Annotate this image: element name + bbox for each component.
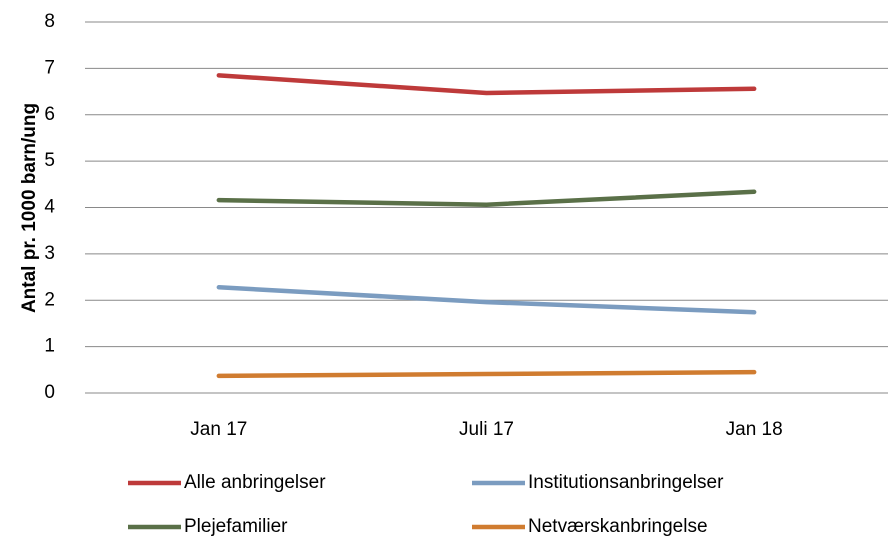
y-axis-label: Antal pr. 1000 barn/ung bbox=[19, 103, 40, 313]
y-tick-label: 0 bbox=[44, 382, 55, 403]
series-line bbox=[216, 73, 757, 96]
y-tick-label: 7 bbox=[44, 57, 55, 78]
y-tick-label: 4 bbox=[44, 197, 55, 218]
series-line bbox=[216, 189, 757, 207]
x-tick-label: Jan 18 bbox=[726, 419, 783, 440]
legend-label: Netværskanbringelse bbox=[528, 516, 708, 537]
series-line bbox=[216, 285, 757, 315]
y-tick-label: 6 bbox=[44, 104, 55, 125]
legend-label: Plejefamilier bbox=[184, 516, 288, 537]
legend-label: Institutionsanbringelser bbox=[528, 472, 724, 493]
y-tick-label: 8 bbox=[44, 11, 55, 32]
legend-label: Alle anbringelser bbox=[184, 472, 326, 493]
series-line bbox=[216, 369, 757, 379]
y-tick-label: 1 bbox=[44, 336, 55, 357]
y-tick-label: 5 bbox=[44, 150, 55, 171]
y-tick-label: 3 bbox=[44, 243, 55, 264]
x-tick-label: Juli 17 bbox=[459, 419, 514, 440]
y-tick-label: 2 bbox=[44, 289, 55, 310]
x-tick-label: Jan 17 bbox=[190, 419, 247, 440]
